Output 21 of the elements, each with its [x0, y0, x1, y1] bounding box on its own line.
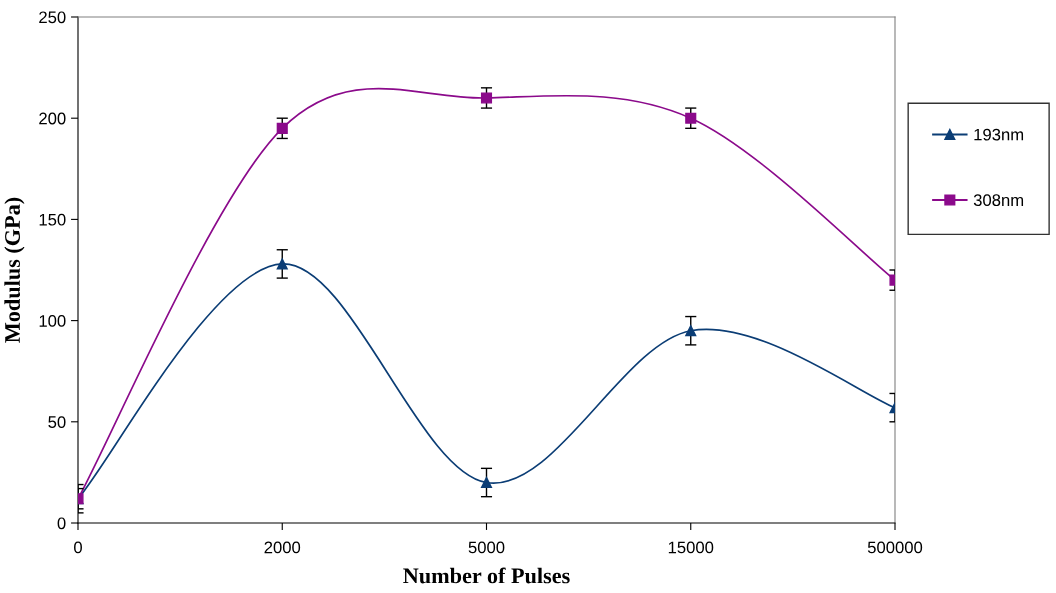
point — [276, 122, 288, 134]
point — [685, 112, 697, 124]
y-axis-title: Modulus (GPa) — [4, 197, 25, 343]
point — [480, 476, 493, 489]
x-tick-label: 5000 — [468, 541, 505, 554]
y-tick-label: 50 — [48, 416, 66, 428]
x-tick-label: 2000 — [264, 541, 301, 554]
y-tick-label: 250 — [39, 11, 66, 24]
point — [276, 258, 288, 270]
point — [480, 92, 493, 104]
y-tick-label: 100 — [39, 315, 66, 327]
y-tick-label: 200 — [39, 112, 66, 125]
x-tick-label: 0 — [74, 541, 82, 554]
legend-label: 193nm — [974, 128, 1024, 141]
y-tick-label: 0 — [57, 517, 66, 530]
x-tick-label: 500000 — [867, 541, 923, 554]
y-tick-label: 150 — [39, 213, 66, 226]
x-tick-label: 15000 — [668, 541, 714, 554]
legend-label: 308nm — [973, 194, 1024, 207]
point — [685, 325, 697, 337]
x-axis-title: Number of Pulses — [403, 567, 570, 584]
